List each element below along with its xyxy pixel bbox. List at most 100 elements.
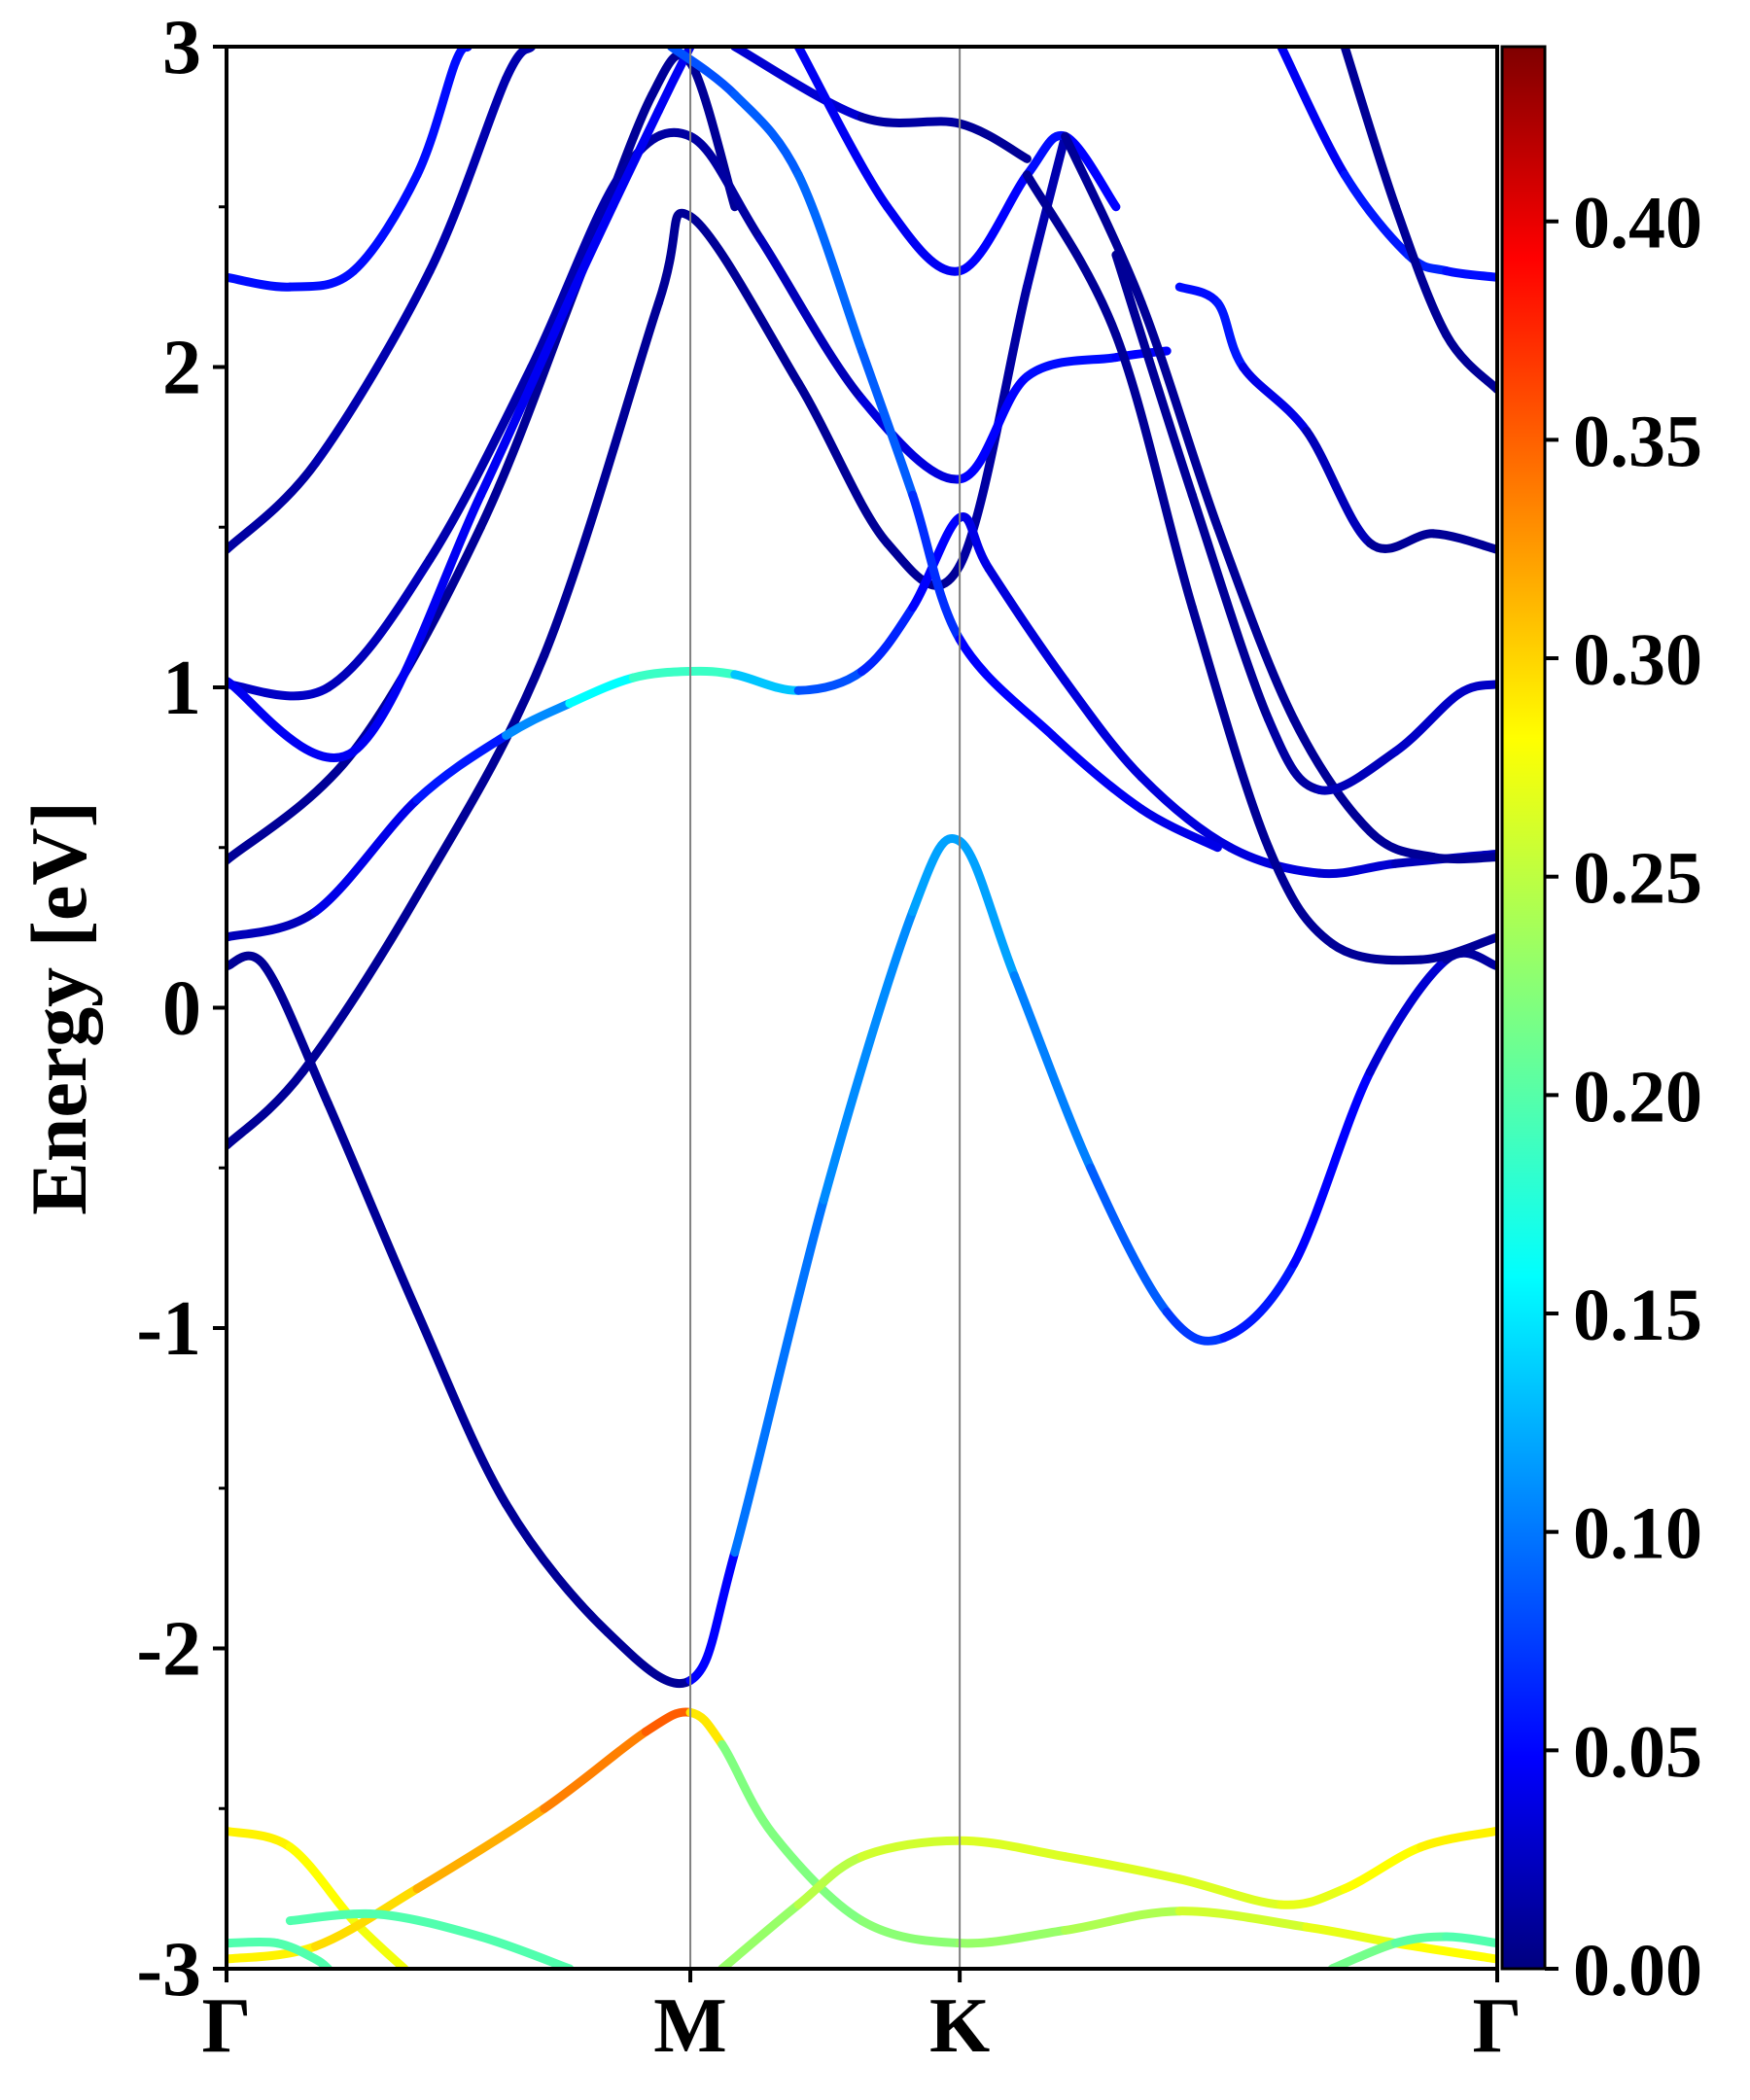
- band-1-segment: [955, 836, 1019, 981]
- band-10-segment: [955, 170, 1032, 276]
- band-18-segment: [1390, 1939, 1497, 1964]
- band-20-segment: [285, 1908, 384, 1926]
- band-5-segment: [227, 676, 359, 763]
- band-17-segment: [227, 1826, 295, 1852]
- band-21-segment: [1417, 1826, 1497, 1852]
- colorbar-tick-label: 0.20: [1573, 1056, 1702, 1138]
- band-18-segment: [768, 1830, 866, 1926]
- colorbar-tick-label: 0.35: [1573, 401, 1702, 482]
- band-21-segment: [955, 1836, 1070, 1862]
- band-14-segment: [1239, 363, 1312, 436]
- band-15-segment: [1442, 266, 1497, 282]
- band-11-segment: [1137, 298, 1222, 532]
- x-tick-label: Γ: [1473, 1983, 1522, 2069]
- band-1-segment: [502, 1499, 612, 1637]
- band-18-segment: [1061, 1907, 1184, 1935]
- band-14-segment: [1174, 282, 1222, 308]
- band-1-segment: [412, 1308, 511, 1509]
- band-12-segment: [1111, 250, 1197, 500]
- y-tick-label: -2: [136, 1607, 201, 1693]
- band-1-segment: [603, 1628, 695, 1689]
- band-16-segment: [1442, 331, 1497, 395]
- band-21-segment: [718, 1900, 803, 1969]
- band-21-segment: [858, 1836, 964, 1862]
- band-22-segment: [1390, 1932, 1452, 1948]
- plot-frame: [225, 45, 1499, 1971]
- band-8-segment: [666, 47, 740, 99]
- band-15-segment: [1340, 170, 1414, 260]
- band-1-segment: [1086, 1163, 1172, 1317]
- band-21-segment: [1061, 1852, 1184, 1884]
- band-12-segment: [1314, 747, 1400, 795]
- colorbar-tick-label: 0.00: [1573, 1930, 1702, 2012]
- x-tick-label: M: [653, 1983, 727, 2069]
- band-18-segment: [1174, 1907, 1312, 1932]
- band-10-segment: [793, 47, 892, 212]
- band-12-segment: [1187, 490, 1274, 724]
- band-12-segment: [1264, 715, 1324, 794]
- band-18-segment: [641, 1707, 695, 1736]
- band-18-segment: [685, 1707, 727, 1749]
- band-13-segment: [1327, 939, 1426, 965]
- band-10-segment: [883, 202, 964, 276]
- band-4-segment: [527, 170, 625, 371]
- band-13-segment: [1264, 843, 1337, 949]
- band-14-segment: [1429, 529, 1497, 554]
- band-1-segment: [1289, 1067, 1375, 1269]
- band-18-segment: [718, 1739, 778, 1839]
- band-7-segment: [450, 47, 472, 67]
- band-2-segment: [984, 564, 1070, 685]
- band-2-segment: [858, 603, 918, 677]
- band-4-segment: [1022, 353, 1121, 381]
- colorbar-tick-label: 0.05: [1573, 1711, 1702, 1793]
- band-2-segment: [227, 907, 320, 942]
- band-1-segment: [730, 1195, 828, 1558]
- band-8-segment: [793, 170, 866, 356]
- band-7-segment: [227, 272, 295, 292]
- band-21-segment: [793, 1852, 866, 1909]
- band-13-segment: [1187, 603, 1274, 853]
- colorbar: [1500, 45, 1547, 1971]
- band-18-segment: [858, 1916, 964, 1948]
- band-8-segment: [1048, 730, 1146, 814]
- band-0-segment: [685, 212, 803, 388]
- band-1-segment: [1162, 1308, 1229, 1346]
- band-0-segment: [227, 1067, 307, 1150]
- band-2-segment: [412, 730, 511, 804]
- band-2-segment: [502, 698, 575, 740]
- x-tick-label: K: [929, 1983, 990, 2069]
- band-7-segment: [412, 57, 460, 180]
- band-1-segment: [685, 1548, 740, 1685]
- band-22-segment: [1442, 1932, 1497, 1948]
- colorbar-tick-label: 0.15: [1573, 1275, 1702, 1356]
- band-18-segment: [1302, 1922, 1400, 1948]
- band-2-segment: [955, 512, 994, 574]
- band-18-segment: [412, 1803, 549, 1894]
- band-18-segment: [540, 1727, 650, 1813]
- band-8-segment: [730, 89, 803, 180]
- band-9-segment: [955, 119, 1032, 163]
- band-7-segment: [285, 266, 359, 292]
- y-tick-label: 2: [162, 326, 201, 411]
- y-axis: -3 -2 -1 0 1 2 3: [136, 5, 227, 2012]
- band-5-segment: [349, 490, 485, 756]
- y-axis-title: Energy [eV]: [15, 801, 103, 1215]
- band-8-segment: [858, 346, 918, 500]
- band-1-segment: [227, 951, 269, 971]
- band-lines: [227, 47, 1497, 1969]
- band-4-segment: [324, 554, 435, 692]
- band-18-segment: [955, 1925, 1070, 1948]
- band-4-segment: [955, 371, 1032, 484]
- y-tick-label: 1: [162, 646, 201, 731]
- band-14-segment: [1365, 529, 1439, 553]
- band-0-segment: [298, 891, 422, 1076]
- band-2-segment: [685, 666, 740, 680]
- band-21-segment: [1340, 1842, 1426, 1894]
- band-14-segment: [1212, 298, 1248, 371]
- band-7-segment: [349, 170, 422, 276]
- band-2-segment: [1137, 772, 1236, 853]
- band-3-segment: [227, 747, 359, 865]
- band-6-segment: [310, 266, 435, 468]
- band-16-segment: [1390, 202, 1452, 340]
